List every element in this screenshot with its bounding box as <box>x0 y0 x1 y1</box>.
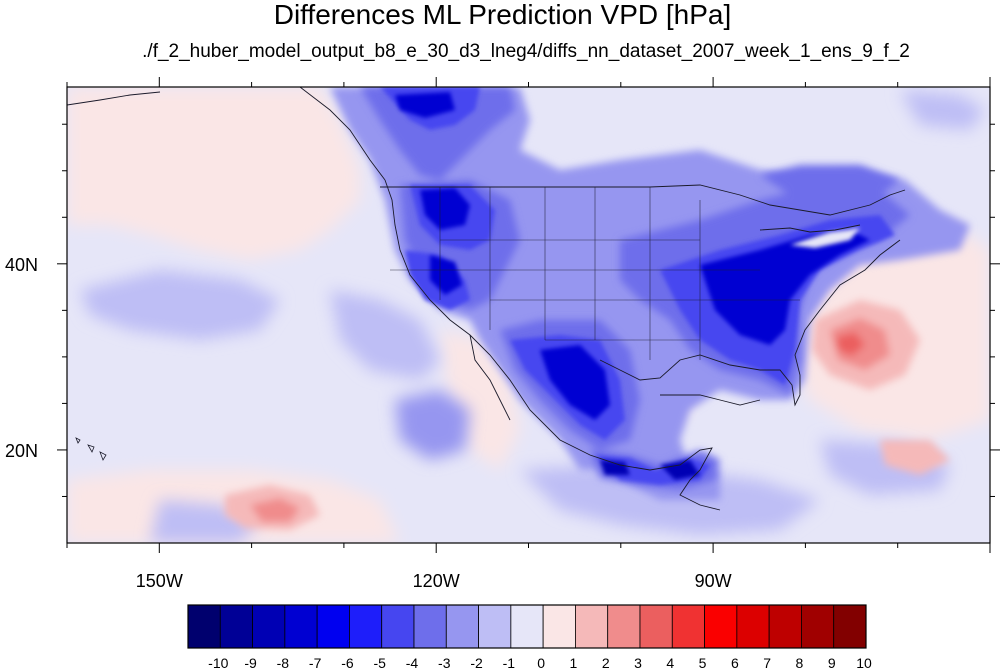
colorbar-swatch <box>510 604 544 649</box>
colorbar-swatch <box>736 604 770 649</box>
colorbar-swatch <box>316 604 350 649</box>
map-subtitle: ./f_2_huber_model_output_b8_e_30_d3_lneg… <box>142 41 910 62</box>
colorbar-label: 7 <box>763 655 771 671</box>
colorbar-label: 6 <box>731 655 739 671</box>
colorbar-swatch <box>252 604 286 649</box>
colorbar-swatch <box>381 604 415 649</box>
colorbar-swatch <box>833 604 867 649</box>
colorbar-swatch <box>413 604 447 649</box>
colorbar-label: 0 <box>537 655 545 671</box>
colorbar-label: 2 <box>602 655 610 671</box>
map-title: Differences ML Prediction VPD [hPa] <box>273 0 732 30</box>
colorbar-label: -4 <box>406 655 419 671</box>
colorbar-swatch <box>671 604 705 649</box>
colorbar-swatch <box>607 604 641 649</box>
colorbar-label: -1 <box>503 655 516 671</box>
colorbar-border <box>187 604 867 649</box>
colorbar-swatch <box>187 604 221 649</box>
colorbar-swatch <box>445 604 479 649</box>
colorbar-swatch <box>768 604 802 649</box>
colorbar-label: -5 <box>373 655 386 671</box>
vpd-difference-field <box>67 87 990 543</box>
colorbar-label: -9 <box>244 655 257 671</box>
colorbar-label: -10 <box>208 655 228 671</box>
colorbar-label: -2 <box>470 655 483 671</box>
lat-tick-label: 20N <box>5 441 38 461</box>
colorbar-label: 10 <box>856 655 872 671</box>
colorbar-label: 1 <box>570 655 578 671</box>
colorbar-swatch <box>639 604 673 649</box>
colorbar-label: -7 <box>309 655 322 671</box>
colorbar-label: 4 <box>666 655 674 671</box>
colorbar-swatch <box>542 604 576 649</box>
longitude-axis: 150W 120W 90W <box>66 77 991 591</box>
colorbar-swatch <box>284 604 318 649</box>
lon-tick-label: 150W <box>136 571 183 591</box>
colorbar-swatch <box>349 604 383 649</box>
colorbar-label: 9 <box>828 655 836 671</box>
colorbar-swatch <box>219 604 253 649</box>
colorbar-label: -3 <box>438 655 451 671</box>
colorbar-swatch <box>704 604 738 649</box>
colorbar-swatch <box>801 604 835 649</box>
colorbar-swatch <box>575 604 609 649</box>
colorbar-label: 5 <box>699 655 707 671</box>
lat-tick-label: 40N <box>5 255 38 275</box>
colorbar-label: 3 <box>634 655 642 671</box>
colorbar-label: -8 <box>277 655 290 671</box>
latitude-axis: 20N 40N <box>5 123 1000 497</box>
colorbar-swatch <box>478 604 512 649</box>
colorbar-label: 8 <box>796 655 804 671</box>
colorbar: -10 -9 -8 -7 -6 -5 -4 -3 -2 -1 0 1 2 3 4 5 6 7 8 9 10 <box>187 604 872 671</box>
lon-tick-label: 90W <box>695 571 732 591</box>
lon-tick-label: 120W <box>413 571 460 591</box>
colorbar-label: -6 <box>341 655 354 671</box>
